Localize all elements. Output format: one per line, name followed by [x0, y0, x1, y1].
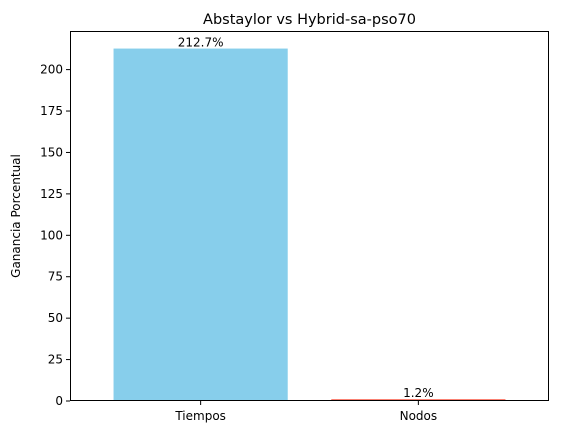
x-axis: Tiempos Nodos [174, 401, 437, 423]
y-tick-label: 125 [40, 187, 63, 201]
y-tick-label: 0 [55, 394, 63, 408]
plot-frame [70, 31, 549, 401]
bars-layer [113, 48, 506, 402]
bar-tiempos [113, 48, 288, 402]
y-tick-label: 200 [40, 63, 63, 77]
value-label-tiempos: 212.7% [178, 36, 224, 50]
chart-title: Abstaylor vs Hybrid-sa-pso70 [203, 12, 416, 28]
y-tick-label: 75 [48, 270, 63, 284]
y-axis: 0 25 50 75 100 125 150 175 200 [40, 63, 70, 408]
y-tick-label: 175 [40, 104, 63, 118]
value-label-nodos: 1.2% [403, 386, 434, 400]
value-labels-layer: 212.7% 1.2% [178, 36, 434, 400]
x-tick-label-tiempos: Tiempos [174, 409, 226, 423]
y-tick-label: 150 [40, 145, 63, 159]
x-tick-label-nodos: Nodos [400, 409, 438, 423]
y-axis-label: Ganancia Porcentual [9, 154, 23, 278]
y-tick-label: 50 [48, 311, 63, 325]
y-tick-label: 25 [48, 353, 63, 367]
y-tick-label: 100 [40, 228, 63, 242]
